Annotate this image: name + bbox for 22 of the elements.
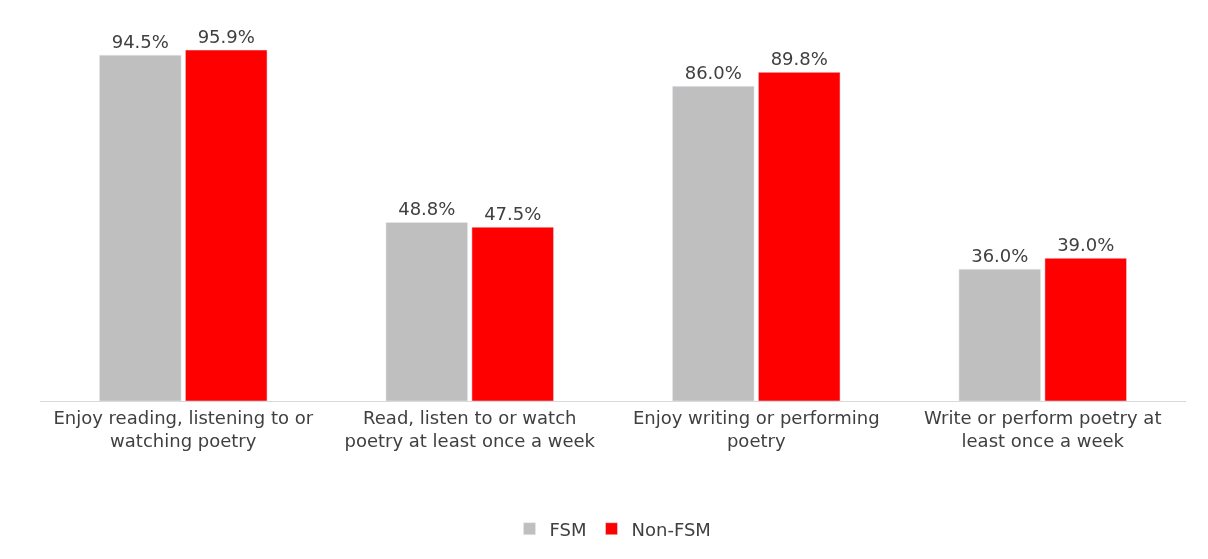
data-label: 89.8% [770, 48, 828, 70]
bar [672, 86, 755, 401]
bar [958, 269, 1041, 401]
bar [758, 72, 841, 401]
x-tick-label: Write or perform poetry at least once a week [924, 406, 1162, 451]
x-tick-label: Read, listen to or watch poetry at least once a week [344, 406, 596, 451]
bar [99, 54, 182, 401]
bar [385, 222, 468, 401]
data-label: 86.0% [684, 62, 742, 84]
x-tick-label: Enjoy writing or performing poetry [632, 406, 880, 451]
data-label: 95.9% [197, 26, 255, 48]
bar [471, 226, 554, 401]
data-label: 36.0% [971, 245, 1029, 267]
data-label: 47.5% [484, 203, 542, 225]
legend-label: FSM [549, 518, 587, 540]
legend-label: Non-FSM [631, 518, 711, 540]
data-label: 39.0% [1057, 234, 1115, 256]
x-tick-label: Enjoy reading, listening to or watching poetry [53, 406, 314, 451]
data-label: 94.5% [111, 31, 169, 53]
bar [1044, 258, 1127, 401]
data-label: 48.8% [398, 198, 456, 220]
bar [185, 49, 268, 401]
